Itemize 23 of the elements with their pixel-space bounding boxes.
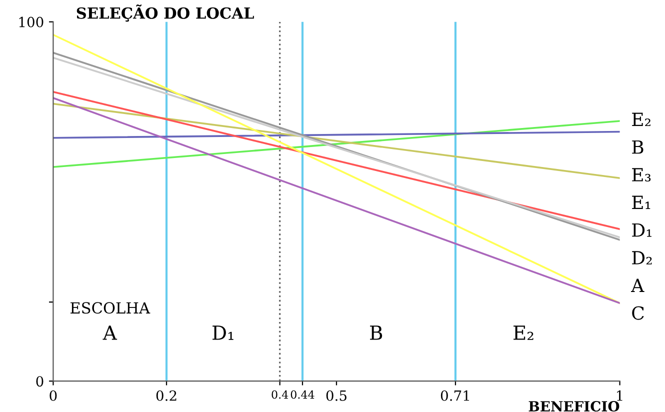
x-tick-label: 0.71 [440, 390, 469, 401]
series-label: E₁ [632, 196, 650, 210]
chart-title: SELEÇÃO DO LOCAL [76, 4, 254, 22]
x-tick-label: 0 [50, 390, 57, 401]
annotation: D₁ [212, 326, 234, 340]
x-tick-label: 0.4 [272, 390, 288, 399]
x-tick-label: 0.44 [290, 390, 314, 399]
y-tick-label: 100 [19, 16, 44, 28]
x-tick-label: 0.5 [326, 390, 346, 401]
series-label: E₂ [632, 112, 650, 126]
series-label: C [632, 306, 644, 320]
series-label: B [632, 140, 644, 154]
series-label: E₃ [632, 168, 651, 182]
annotation: ESCOLHA [70, 302, 150, 314]
series-label: D₂ [632, 251, 652, 264]
x-axis-title: BENEFICIO [528, 401, 620, 412]
series-label: A [631, 278, 644, 292]
x-tick-label: 1 [617, 390, 622, 401]
annotation: B [370, 326, 382, 340]
series-label: D₁ [632, 223, 652, 237]
annotation: E₂ [514, 326, 534, 340]
x-tick-label: 0.2 [156, 390, 176, 401]
annotation: A [102, 326, 118, 340]
